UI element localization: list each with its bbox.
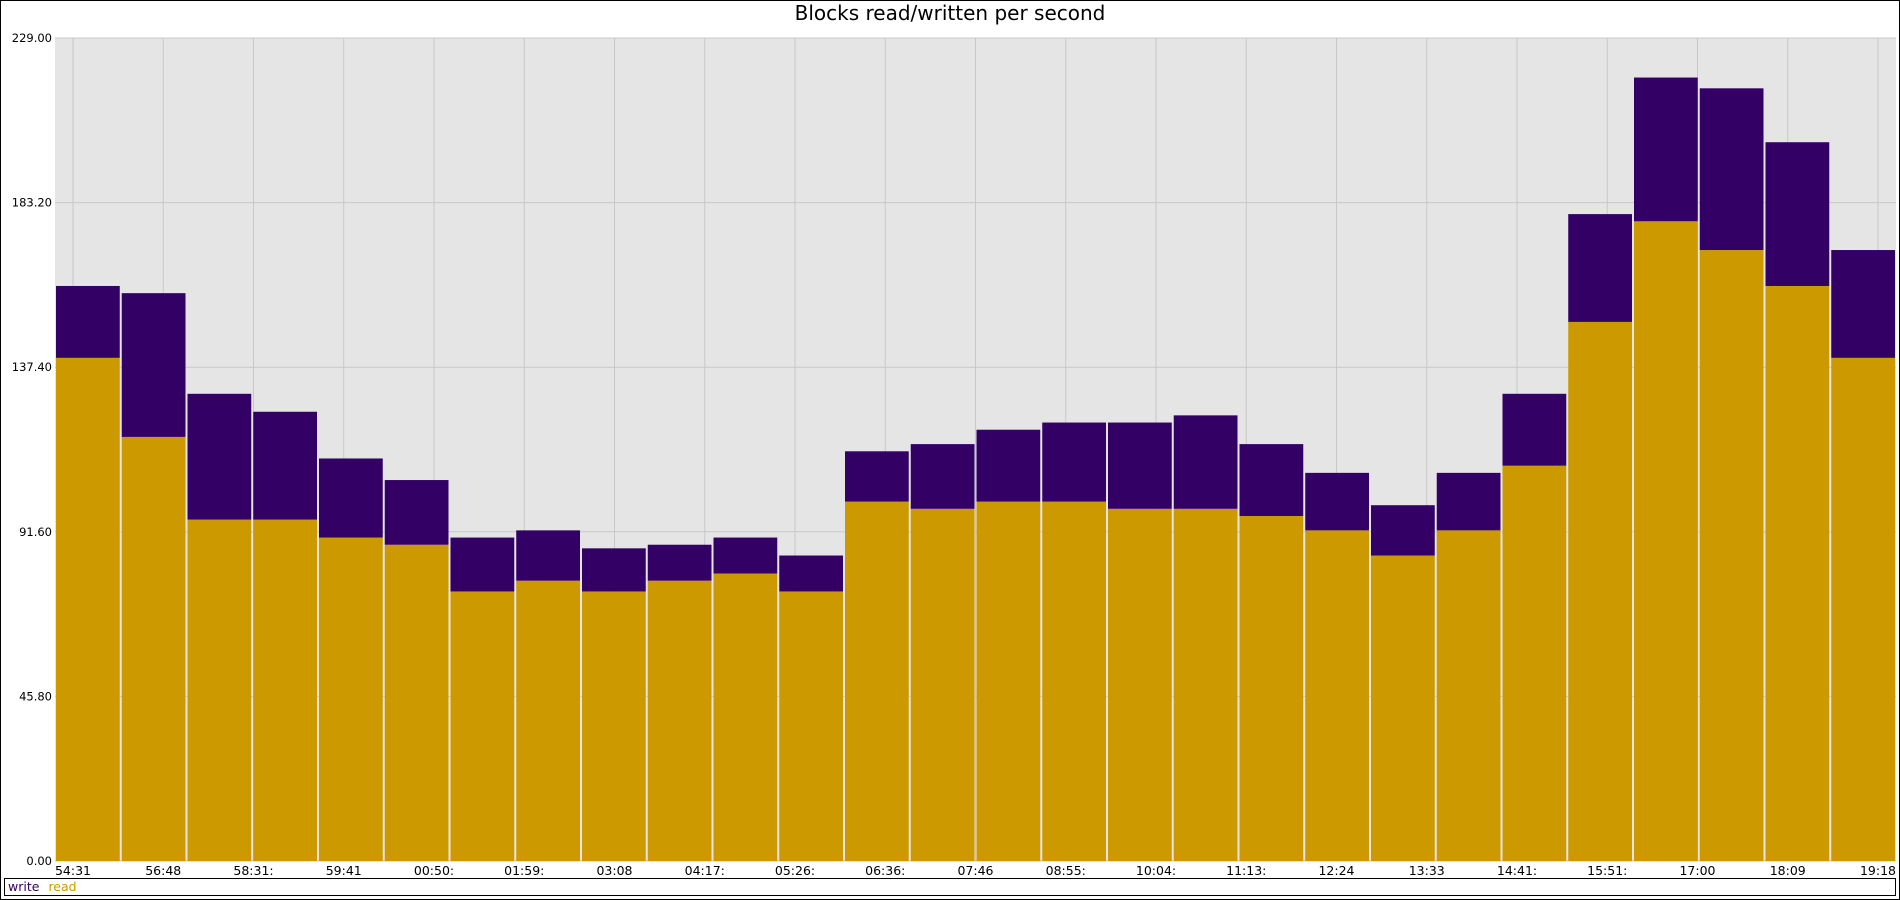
bar-write — [845, 451, 909, 502]
chart-plot: 0.00 45.80 91.60 137.40 183.20 229.00 54:31 56… — [12, 31, 1896, 878]
bar-write — [450, 537, 515, 592]
y-tick-label: 0.00 — [26, 854, 52, 868]
x-tick-label: 59:41 — [326, 863, 362, 878]
x-tick-label: 15:51: — [1587, 863, 1627, 878]
y-tick-label: 137.40 — [12, 360, 52, 374]
bar-write — [1436, 472, 1501, 531]
x-tick-label: 19:18 — [1860, 863, 1896, 878]
y-tick-label: 183.20 — [12, 196, 52, 210]
bar-read — [1634, 221, 1698, 861]
bar-write — [1831, 250, 1895, 358]
bar-write — [1568, 214, 1632, 322]
bar-write — [647, 544, 712, 581]
bar-read — [187, 519, 252, 861]
bar-read — [1173, 508, 1238, 861]
x-tick-label: 01:59: — [504, 863, 544, 878]
bar-read — [1699, 250, 1764, 861]
chart-title: Blocks read/written per second — [794, 1, 1106, 25]
bar-write — [1042, 422, 1106, 502]
y-tick-label: 229.00 — [12, 31, 52, 45]
bar-write — [1765, 142, 1830, 286]
bar-write — [1239, 444, 1304, 516]
bar-write — [516, 530, 580, 581]
bar-write — [1305, 472, 1369, 531]
bar-write — [1371, 505, 1435, 556]
bar-read — [1831, 357, 1895, 861]
bar-read — [713, 573, 778, 861]
bar-write — [253, 411, 317, 520]
x-tick-label: 00:50: — [414, 863, 454, 878]
bar-read — [910, 508, 975, 861]
x-tick-label: 08:55: — [1046, 863, 1086, 878]
x-tick-label: 18:09 — [1770, 863, 1806, 878]
bar-read — [1042, 501, 1106, 861]
bar-read — [121, 436, 186, 861]
legend-item-write: write — [8, 879, 40, 894]
legend-item-read: read — [48, 879, 77, 894]
bar-write — [1173, 415, 1238, 509]
x-axis-ticks: 54:31 56:48 58:31: 59:41 00:50: 01:59: 03:08 04… — [55, 863, 1896, 878]
bar-read — [1108, 508, 1172, 861]
bar-write — [1634, 77, 1698, 222]
bar-write — [121, 293, 186, 437]
bar-series — [56, 77, 1895, 862]
bar-read — [1502, 465, 1567, 861]
x-tick-label: 14:41: — [1497, 863, 1537, 878]
x-tick-label: 17:00 — [1679, 863, 1715, 878]
bar-read — [253, 519, 317, 861]
bar-read — [647, 580, 712, 861]
x-tick-label: 10:04: — [1136, 863, 1176, 878]
x-tick-label: 13:33 — [1409, 863, 1445, 878]
x-tick-label: 05:26: — [775, 863, 815, 878]
bar-read — [582, 591, 646, 861]
bar-read — [516, 580, 580, 861]
bar-read — [1371, 555, 1435, 861]
bar-write — [384, 480, 449, 545]
legend: write read — [4, 878, 1896, 896]
x-tick-label: 56:48 — [145, 863, 181, 878]
bar-read — [1765, 285, 1830, 862]
y-tick-label: 91.60 — [19, 525, 52, 539]
x-tick-label: 11:13: — [1226, 863, 1266, 878]
bar-write — [779, 555, 843, 592]
x-tick-label: 07:46 — [957, 863, 993, 878]
bar-write — [910, 444, 975, 509]
bar-read — [319, 537, 383, 861]
x-tick-label: 54:31 — [55, 863, 91, 878]
bar-write — [56, 285, 120, 358]
y-axis-ticks: 0.00 45.80 91.60 137.40 183.20 229.00 — [12, 31, 52, 868]
bar-write — [1502, 393, 1567, 466]
bar-read — [1305, 530, 1369, 861]
x-tick-label: 06:36: — [865, 863, 905, 878]
y-tick-label: 45.80 — [19, 689, 52, 703]
bar-read — [845, 501, 909, 861]
x-tick-label: 03:08 — [596, 863, 632, 878]
bar-write — [582, 548, 646, 592]
bar-read — [1239, 515, 1304, 861]
bar-write — [1108, 422, 1172, 509]
bar-read — [779, 591, 843, 861]
x-tick-label: 58:31: — [233, 863, 273, 878]
bar-read — [976, 501, 1041, 861]
bar-write — [1699, 88, 1764, 251]
x-tick-label: 04:17: — [685, 863, 725, 878]
bar-write — [319, 458, 383, 538]
bar-read — [450, 591, 515, 861]
bar-write — [976, 429, 1041, 502]
bar-write — [187, 393, 252, 520]
bar-write — [713, 537, 778, 574]
x-tick-label: 12:24 — [1318, 863, 1354, 878]
bar-read — [56, 357, 120, 861]
bar-read — [1568, 321, 1632, 862]
bar-read — [384, 544, 449, 861]
bar-read — [1436, 530, 1501, 861]
